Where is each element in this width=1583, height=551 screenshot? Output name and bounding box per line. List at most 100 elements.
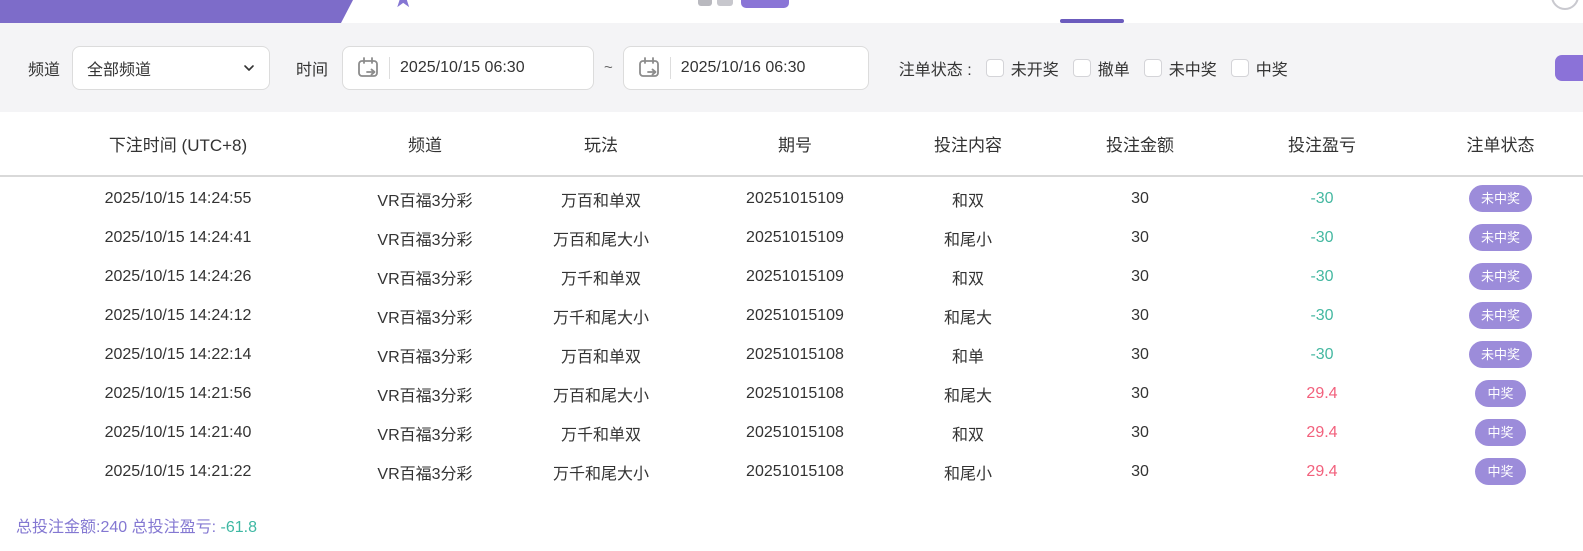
table-row: 2025/10/15 14:21:56 VR百福3分彩 万百和尾大小 20251…: [0, 374, 1583, 413]
cell-amount: 30: [1131, 423, 1149, 441]
status-badge: 中奖: [1475, 458, 1526, 485]
status-badge: 中奖: [1475, 380, 1526, 407]
time-to-value: 2025/10/16 06:30: [680, 58, 806, 76]
column-header-amount: 投注金额: [1106, 136, 1174, 155]
cell-play: 万百和尾大小: [552, 231, 649, 249]
checkbox-icon[interactable]: [1143, 58, 1162, 77]
purple-header-band: [0, 0, 353, 23]
checkbox-label: 未中奖: [1168, 61, 1217, 79]
status-checkbox-won[interactable]: 中奖: [1230, 56, 1288, 80]
window-control-fragment-icon: [698, 0, 712, 6]
cell-issue: 20251015108: [746, 462, 844, 480]
cell-channel: VR百福3分彩: [377, 465, 473, 483]
status-filter-group: 注单状态 : 未开奖 撤单 未中奖 中奖: [899, 56, 1288, 80]
cell-status: 未中奖: [1418, 341, 1583, 368]
status-checkbox-lost[interactable]: 未中奖: [1143, 56, 1217, 80]
chevron-down-icon: [241, 60, 257, 76]
cell-bet-time: 2025/10/15 14:22:14: [104, 345, 252, 363]
status-badge: 未中奖: [1468, 263, 1532, 290]
cell-profit: -30: [1310, 189, 1334, 207]
checkbox-icon[interactable]: [1072, 58, 1091, 77]
column-header-status: 注单状态: [1466, 136, 1535, 155]
checkbox-icon[interactable]: [985, 58, 1004, 77]
calendar-icon: [355, 55, 381, 81]
time-range-separator: ~: [604, 59, 613, 76]
cell-play: 万千和尾大小: [552, 465, 649, 483]
cell-status: 未中奖: [1418, 224, 1583, 251]
cell-status: 中奖: [1418, 419, 1583, 446]
query-button[interactable]: [1555, 55, 1583, 81]
cell-bet-time: 2025/10/15 14:24:41: [104, 228, 252, 246]
column-header-play: 玩法: [584, 136, 618, 155]
checkbox-icon[interactable]: [1230, 58, 1249, 77]
cell-play: 万千和单双: [560, 426, 641, 444]
cell-amount: 30: [1131, 462, 1149, 480]
table-row: 2025/10/15 14:21:22 VR百福3分彩 万千和尾大小 20251…: [0, 452, 1583, 491]
time-from-input[interactable]: 2025/10/15 06:30: [342, 45, 595, 90]
cell-issue: 20251015108: [746, 345, 844, 363]
avatar-circle-fragment[interactable]: [1551, 0, 1579, 10]
time-to-input[interactable]: 2025/10/16 06:30: [622, 45, 869, 90]
cell-play: 万百和单双: [560, 192, 641, 210]
table-row: 2025/10/15 14:22:14 VR百福3分彩 万百和单双 202510…: [0, 335, 1583, 374]
summary-footer: 总投注金额:240 总投注盈亏: -61.8: [16, 513, 257, 537]
active-tab-indicator: [1060, 19, 1124, 23]
cell-issue: 20251015108: [746, 384, 844, 402]
cell-issue: 20251015109: [746, 228, 844, 246]
divider: [669, 56, 671, 79]
status-checkbox-unopened[interactable]: 未开奖: [985, 56, 1059, 80]
cell-bet-time: 2025/10/15 14:21:56: [104, 384, 252, 402]
cell-status: 未中奖: [1418, 185, 1583, 212]
cell-status: 中奖: [1418, 458, 1583, 485]
cell-status: 未中奖: [1418, 302, 1583, 329]
cell-bet-time: 2025/10/15 14:21:22: [104, 462, 252, 480]
window-control-fragment-icon: [717, 0, 733, 6]
cell-channel: VR百福3分彩: [377, 192, 473, 210]
checkbox-label: 未开奖: [1010, 61, 1059, 79]
status-badge: 未中奖: [1468, 224, 1532, 251]
status-checkbox-cancelled[interactable]: 撤单: [1072, 56, 1130, 80]
cell-profit: -30: [1310, 228, 1334, 246]
channel-label: 频道: [28, 61, 61, 79]
cell-channel: VR百福3分彩: [377, 387, 473, 405]
cell-content: 和双: [951, 426, 984, 444]
cell-profit: 29.4: [1306, 423, 1338, 441]
cell-bet-time: 2025/10/15 14:24:12: [104, 306, 252, 324]
cell-content: 和双: [951, 270, 984, 288]
cell-profit: -30: [1310, 306, 1334, 324]
channel-select-value: 全部频道: [87, 61, 152, 79]
column-header-bet-time: 下注时间 (UTC+8): [108, 136, 248, 155]
cell-content: 和尾小: [943, 465, 992, 483]
cell-content: 和尾大: [943, 309, 992, 327]
status-badge: 未中奖: [1468, 185, 1532, 212]
channel-select[interactable]: 全部频道: [72, 45, 271, 90]
cell-channel: VR百福3分彩: [377, 231, 473, 249]
cell-channel: VR百福3分彩: [377, 309, 473, 327]
summary-profit-value: -61.8: [220, 519, 257, 536]
cell-issue: 20251015109: [746, 189, 844, 207]
status-badge: 未中奖: [1468, 302, 1532, 329]
cell-amount: 30: [1131, 228, 1149, 246]
table-row: 2025/10/15 14:24:26 VR百福3分彩 万千和单双 202510…: [0, 257, 1583, 296]
cell-profit: 29.4: [1306, 462, 1338, 480]
cell-status: 中奖: [1418, 380, 1583, 407]
column-header-content: 投注内容: [934, 136, 1002, 155]
cell-play: 万百和尾大小: [552, 387, 649, 405]
cell-amount: 30: [1131, 189, 1149, 207]
summary-totals-text: 总投注金额:240 总投注盈亏:: [16, 519, 217, 536]
cell-issue: 20251015108: [746, 423, 844, 441]
status-badge: 未中奖: [1468, 341, 1532, 368]
cell-channel: VR百福3分彩: [377, 426, 473, 444]
cell-bet-time: 2025/10/15 14:24:26: [104, 267, 252, 285]
table-row: 2025/10/15 14:24:55 VR百福3分彩 万百和单双 202510…: [0, 179, 1583, 218]
cell-bet-time: 2025/10/15 14:24:55: [104, 189, 252, 207]
top-chrome-strip: ★: [0, 0, 1583, 23]
filter-bar: 频道 全部频道 时间 2025/10/15 06:30 ~: [0, 23, 1583, 112]
cell-bet-time: 2025/10/15 14:21:40: [104, 423, 252, 441]
cell-play: 万千和单双: [560, 270, 641, 288]
cell-profit: 29.4: [1306, 384, 1338, 402]
cell-issue: 20251015109: [746, 306, 844, 324]
cell-content: 和尾小: [943, 231, 992, 249]
toolbar-button-fragment[interactable]: [741, 0, 789, 8]
